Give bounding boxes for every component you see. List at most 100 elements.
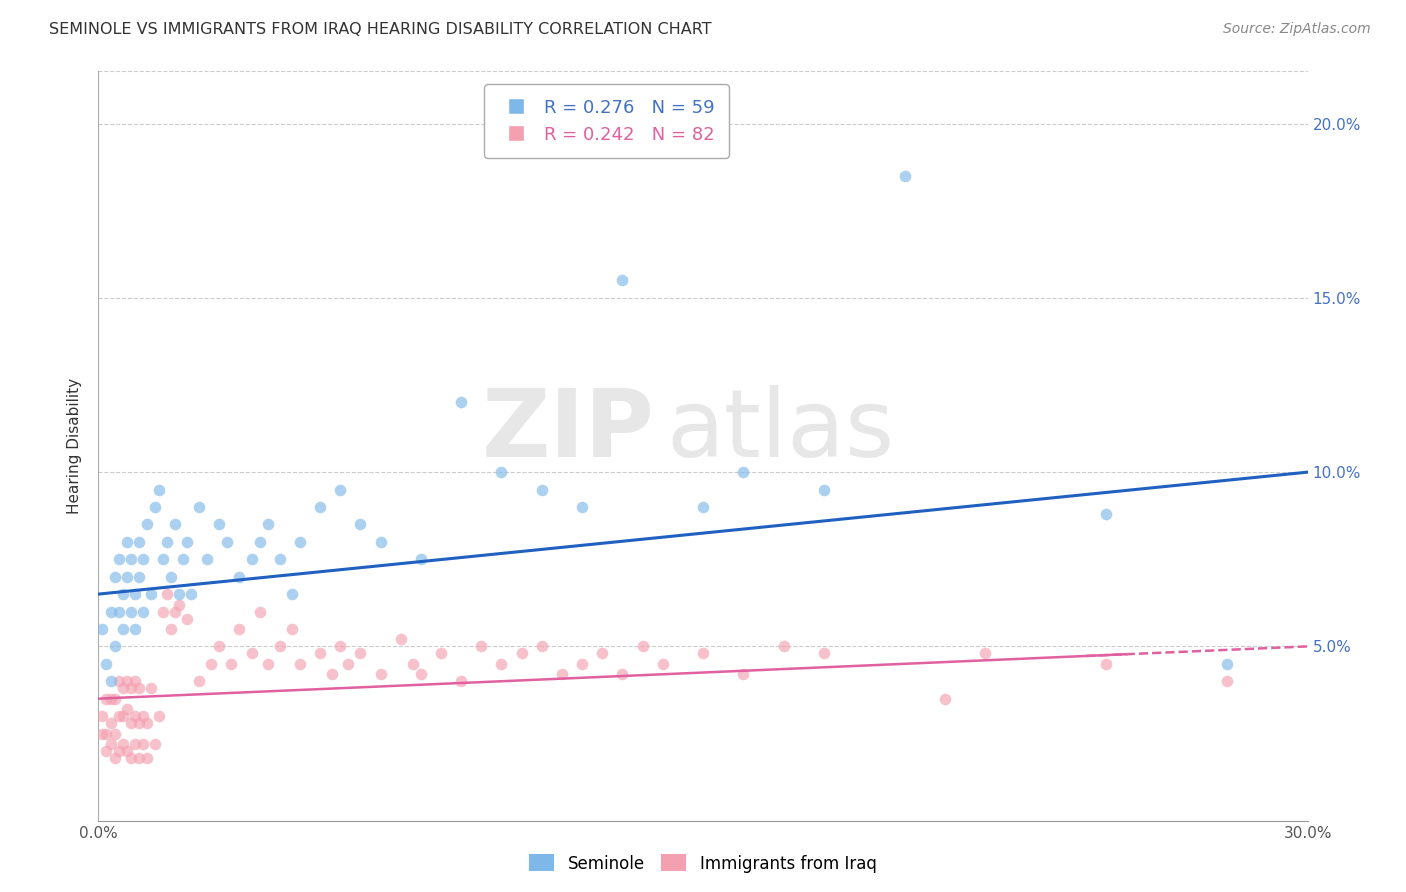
Point [180,587,202,601]
Point [124,587,146,601]
Point [100,737,122,751]
Point [139,587,162,601]
Point [281,622,304,636]
Point [128,570,150,584]
Point [491,465,513,479]
Point [631,640,654,654]
Point [813,483,835,497]
Point [288,534,311,549]
Point [188,500,211,514]
Point [208,640,231,654]
Point [128,681,150,696]
Point [530,640,553,654]
Point [176,611,198,625]
Point [115,570,138,584]
Point [893,169,915,183]
Point [107,709,129,723]
Point [107,674,129,689]
Point [349,646,371,660]
Point [208,517,231,532]
Point [228,570,250,584]
Point [571,657,593,671]
Point [132,709,155,723]
Point [329,640,352,654]
Point [530,483,553,497]
Point [288,657,311,671]
Point [103,726,125,740]
Point [249,534,271,549]
Point [115,702,138,716]
Point [200,657,222,671]
Point [256,657,278,671]
Point [402,657,425,671]
Legend: R = 0.276   N = 59, R = 0.242   N = 82: R = 0.276 N = 59, R = 0.242 N = 82 [484,84,728,158]
Point [124,737,146,751]
Point [349,517,371,532]
Point [156,587,179,601]
Point [240,552,263,566]
Point [167,598,190,612]
Point [974,646,997,660]
Point [269,640,291,654]
Point [148,483,170,497]
Point [100,605,122,619]
Point [132,737,155,751]
Point [240,646,263,660]
Point [135,517,157,532]
Point [124,709,146,723]
Point [934,691,956,706]
Point [107,744,129,758]
Point [256,517,278,532]
Point [120,681,142,696]
Text: SEMINOLE VS IMMIGRANTS FROM IRAQ HEARING DISABILITY CORRELATION CHART: SEMINOLE VS IMMIGRANTS FROM IRAQ HEARING… [49,22,711,37]
Point [1216,674,1239,689]
Text: ZIP: ZIP [482,385,655,477]
Y-axis label: Hearing Disability: Hearing Disability [67,378,83,514]
Point [139,681,162,696]
Point [470,640,492,654]
Point [733,465,755,479]
Point [217,534,239,549]
Point [167,587,190,601]
Point [135,716,157,731]
Point [160,622,183,636]
Point [269,552,291,566]
Point [772,640,794,654]
Point [120,751,142,765]
Point [103,751,125,765]
Point [1216,657,1239,671]
Point [163,605,186,619]
Point [152,605,174,619]
Point [321,667,343,681]
Point [152,552,174,566]
Point [156,534,179,549]
Point [221,657,243,671]
Point [132,605,155,619]
Point [309,500,332,514]
Point [1095,657,1118,671]
Point [1095,507,1118,521]
Legend: Seminole, Immigrants from Iraq: Seminole, Immigrants from Iraq [523,847,883,880]
Point [128,751,150,765]
Point [143,500,166,514]
Point [692,646,714,660]
Point [100,716,122,731]
Point [100,691,122,706]
Point [143,737,166,751]
Point [651,657,673,671]
Point [612,667,634,681]
Point [430,646,453,660]
Point [103,570,125,584]
Point [96,691,118,706]
Point [591,646,613,660]
Point [107,552,129,566]
Point [111,622,134,636]
Point [389,632,412,647]
Point [111,681,134,696]
Point [309,646,332,660]
Point [103,691,125,706]
Point [281,587,304,601]
Point [135,751,157,765]
Point [450,674,472,689]
Point [120,605,142,619]
